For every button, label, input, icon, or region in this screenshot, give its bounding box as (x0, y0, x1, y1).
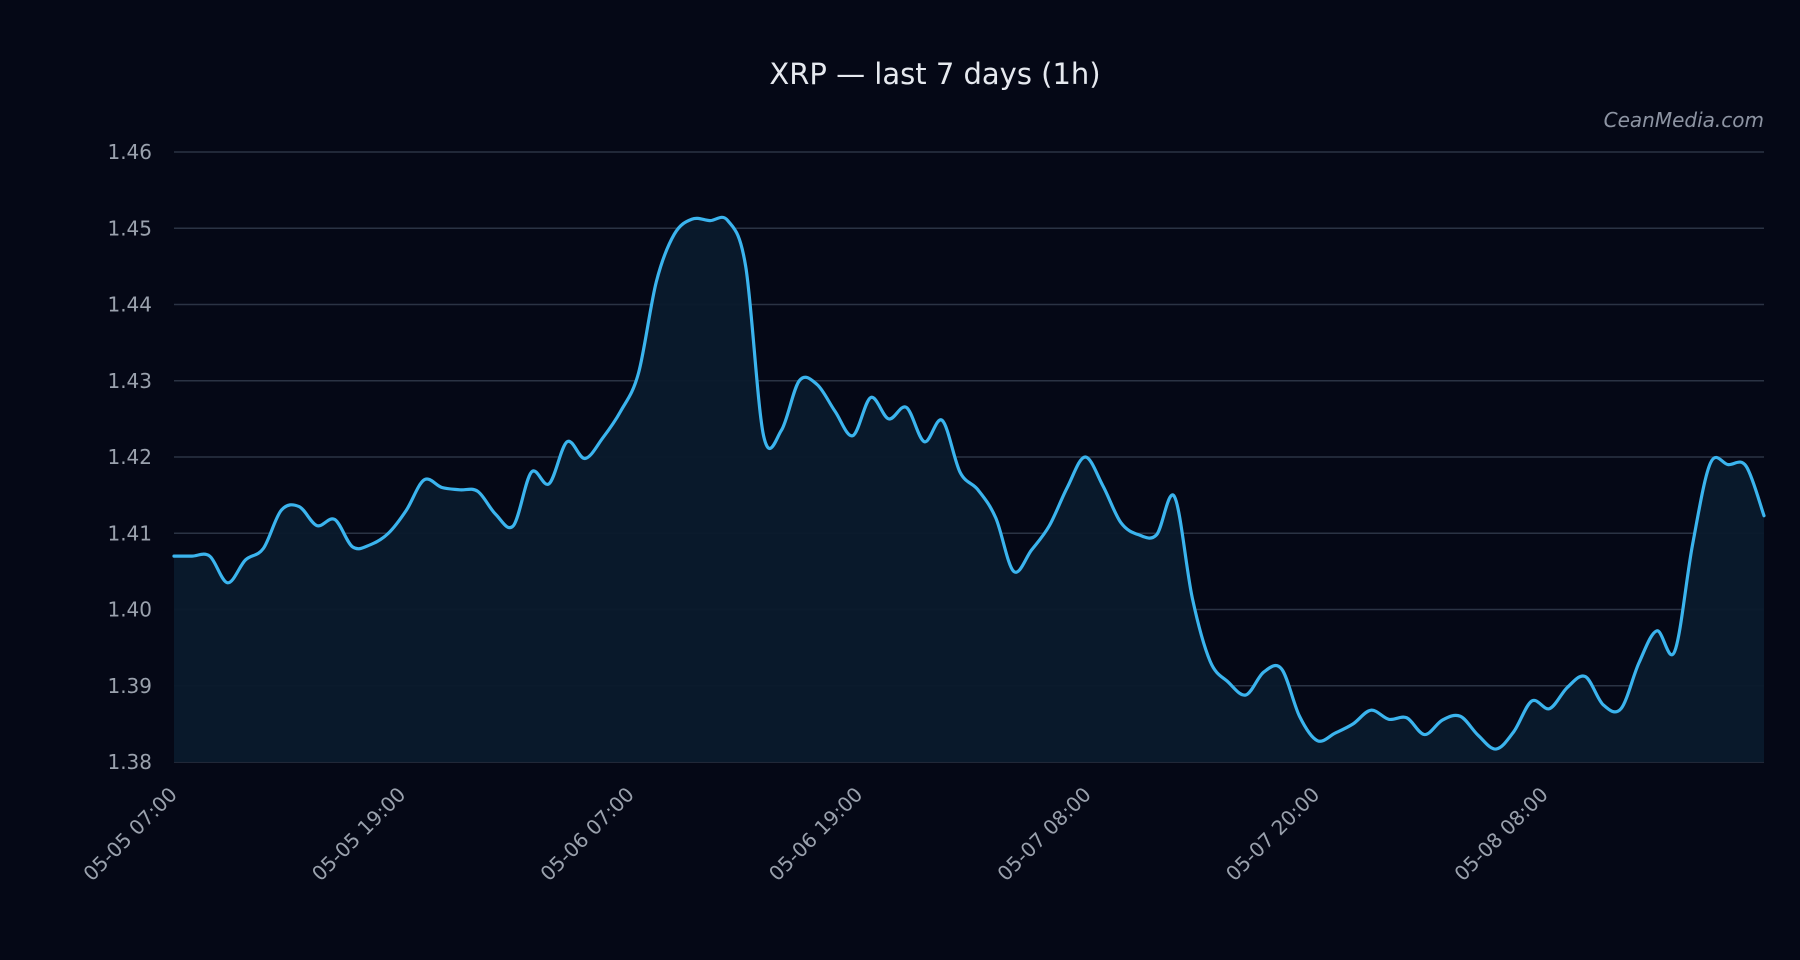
y-tick-label: 1.42 (107, 445, 152, 469)
x-tick-label: 05-07 08:00 (992, 782, 1095, 885)
area-layer (174, 217, 1764, 762)
x-tick-label: 05-08 08:00 (1449, 782, 1552, 885)
x-tick-label: 05-05 07:00 (78, 782, 181, 885)
y-tick-label: 1.40 (107, 598, 152, 622)
y-tick-label: 1.38 (107, 750, 152, 774)
watermark: CeanMedia.com (1604, 108, 1764, 132)
y-tick-label: 1.44 (107, 293, 152, 317)
x-tick-label: 05-05 19:00 (307, 782, 410, 885)
x-tick-label: 05-06 19:00 (764, 782, 867, 885)
series-area (174, 217, 1764, 762)
x-axis: 05-05 07:00 05-05 19:00 05-06 07:00 05-06 1… (78, 782, 1552, 885)
y-tick-label: 1.46 (107, 140, 152, 164)
y-tick-label: 1.41 (107, 521, 152, 545)
y-tick-label: 1.43 (107, 369, 152, 393)
line-layer (172, 215, 1766, 751)
y-tick-label: 1.39 (107, 674, 152, 698)
series-line (172, 215, 1766, 751)
x-tick-label: 05-06 07:00 (535, 782, 638, 885)
y-axis: 1.38 1.39 1.40 1.41 1.42 1.43 1.44 1.45 1.46 (107, 140, 152, 774)
y-tick-label: 1.45 (107, 216, 152, 240)
x-tick-label: 05-07 20:00 (1221, 782, 1324, 885)
chart-title: XRP — last 7 days (1h) (769, 57, 1100, 91)
